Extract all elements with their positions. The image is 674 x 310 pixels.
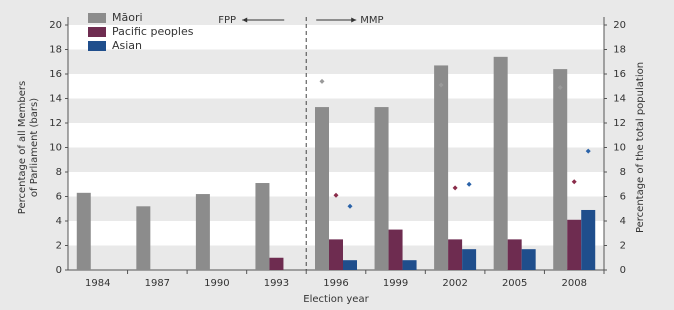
bar <box>462 249 477 270</box>
bar <box>343 260 357 270</box>
population-marker <box>347 203 353 209</box>
x-tick-label: 1993 <box>264 278 289 289</box>
population-marker <box>438 82 444 88</box>
population-marker <box>452 185 458 191</box>
legend-label: Asian <box>112 39 142 52</box>
bar <box>402 260 417 270</box>
y2-tick-label: 2 <box>620 241 626 252</box>
y2-tick-label: 20 <box>613 20 626 31</box>
y-tick-label: 12 <box>49 118 62 129</box>
grid-band <box>68 123 604 148</box>
y2-tick-label: 18 <box>613 45 626 56</box>
y-tick-label: 16 <box>49 69 62 80</box>
grid-band <box>68 49 604 74</box>
y2-tick-label: 0 <box>620 265 626 276</box>
bar <box>448 239 463 270</box>
legend-label: Pacific peoples <box>112 25 194 38</box>
bar <box>374 107 389 270</box>
population-marker <box>571 179 577 185</box>
grid-band <box>68 147 604 172</box>
bar <box>567 219 582 270</box>
y2-tick-label: 16 <box>613 69 626 80</box>
x-tick-label: 1996 <box>323 278 348 289</box>
bar <box>507 239 522 270</box>
y-tick-label: 8 <box>56 167 62 178</box>
y2-tick-label: 8 <box>620 167 626 178</box>
x-tick-label: 1999 <box>383 278 408 289</box>
population-marker <box>319 78 325 84</box>
y-tick-label: 6 <box>56 192 62 203</box>
arrow-head <box>351 17 357 23</box>
legend-swatch <box>88 27 106 37</box>
bar <box>329 239 343 270</box>
y2-tick-label: 6 <box>620 192 626 203</box>
y-axis-title: Percentage of all Members <box>17 81 28 214</box>
bar <box>493 56 508 270</box>
bar <box>521 249 536 270</box>
x-tick-label: 2002 <box>442 278 467 289</box>
grid-band <box>68 25 604 50</box>
bar <box>315 107 329 270</box>
arrow-head <box>242 17 248 23</box>
x-tick-label: 1984 <box>85 278 110 289</box>
y-tick-label: 18 <box>49 45 62 56</box>
bar <box>269 257 284 270</box>
population-marker <box>466 181 472 187</box>
y2-tick-label: 14 <box>613 94 626 105</box>
bar <box>255 183 270 270</box>
grid-band <box>68 196 604 221</box>
population-marker <box>557 84 563 90</box>
x-axis-title: Election year <box>303 294 369 305</box>
x-tick-label: 2008 <box>561 278 586 289</box>
bar <box>434 65 449 270</box>
legend-label: Māori <box>112 11 143 24</box>
y-tick-label: 20 <box>49 20 62 31</box>
x-tick-label: 2005 <box>502 278 527 289</box>
y-axis-title: of Parliament (bars) <box>29 98 40 197</box>
grid-band <box>68 74 604 99</box>
y2-axis-title: Percentage of the total population <box>635 62 646 233</box>
annotation: FPP <box>218 15 236 26</box>
y-tick-label: 10 <box>49 143 62 154</box>
bar <box>388 229 403 270</box>
bar <box>581 209 596 270</box>
legend-swatch <box>88 13 106 23</box>
bar <box>136 206 151 270</box>
x-tick-label: 1990 <box>204 278 229 289</box>
x-tick-label: 1987 <box>145 278 170 289</box>
y-tick-label: 0 <box>56 265 62 276</box>
bar <box>195 194 210 270</box>
population-marker <box>585 148 591 154</box>
y-tick-label: 2 <box>56 241 62 252</box>
population-marker <box>333 192 339 198</box>
legend-swatch <box>88 41 106 51</box>
y-tick-label: 4 <box>56 216 62 227</box>
y-tick-label: 14 <box>49 94 62 105</box>
grid-band <box>68 172 604 197</box>
grid-band <box>68 98 604 123</box>
bar <box>76 192 91 270</box>
annotation: MMP <box>360 15 383 26</box>
bar <box>553 69 568 270</box>
y2-tick-label: 10 <box>613 143 626 154</box>
y2-tick-label: 12 <box>613 118 626 129</box>
y2-tick-label: 4 <box>620 216 626 227</box>
